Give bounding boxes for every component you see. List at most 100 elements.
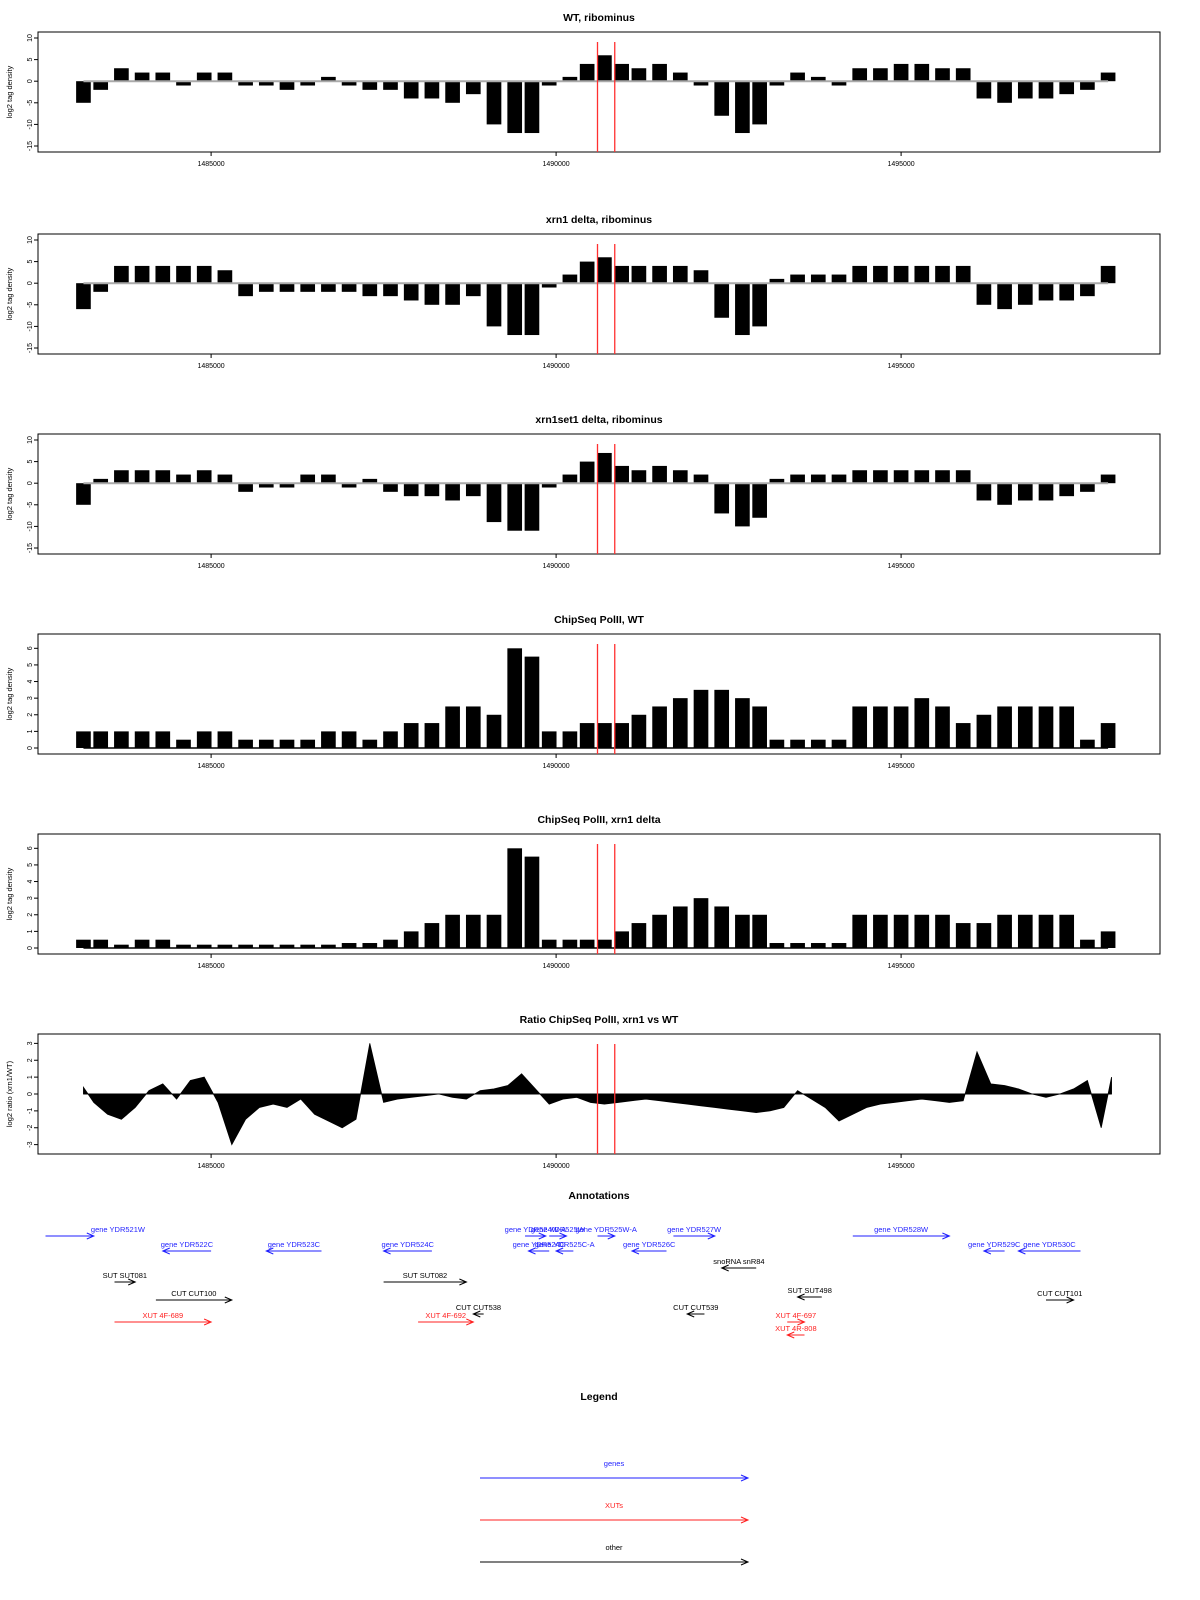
data-bar xyxy=(362,739,378,748)
data-bar xyxy=(383,483,398,492)
data-bar xyxy=(238,739,253,748)
y-tick-label: -15 xyxy=(27,543,34,553)
data-bar xyxy=(1059,283,1075,301)
x-tick-label: 1485000 xyxy=(197,363,224,370)
data-bar xyxy=(362,81,378,90)
data-bar xyxy=(562,939,578,948)
y-tick-label: 0 xyxy=(27,79,34,83)
feature-arrowhead xyxy=(265,1247,274,1255)
data-bar xyxy=(114,944,129,948)
data-bar xyxy=(935,68,950,82)
data-bar xyxy=(1100,931,1116,948)
data-bar xyxy=(873,914,888,948)
data-bar xyxy=(424,483,440,497)
data-bar xyxy=(321,283,336,292)
data-bar xyxy=(1080,283,1095,297)
data-bar xyxy=(279,81,295,90)
data-bar xyxy=(238,944,253,948)
y-axis-label: log2 tag density xyxy=(5,65,14,118)
data-bar xyxy=(714,483,730,514)
data-bar xyxy=(362,943,378,948)
data-bar xyxy=(652,63,667,82)
annotation-feature: gene YDR522C xyxy=(161,1240,214,1255)
data-bar xyxy=(76,81,91,103)
data-bar xyxy=(217,474,233,484)
data-bar xyxy=(383,81,398,90)
y-tick-label: 10 xyxy=(27,236,34,244)
data-bar xyxy=(445,706,460,748)
x-tick-label: 1485000 xyxy=(197,161,224,168)
data-bar xyxy=(693,81,709,86)
data-bar xyxy=(810,739,826,748)
data-bar xyxy=(752,81,767,125)
data-bar xyxy=(541,731,557,748)
track-5: ChipSeq PolII, xrn1 delta 0 1 2 3 4 5 6 log2 tag… xyxy=(5,814,1161,970)
data-bar xyxy=(1059,483,1075,497)
data-bar xyxy=(735,483,750,527)
data-bar xyxy=(403,931,419,948)
data-bar xyxy=(383,283,398,297)
feature-arrowhead xyxy=(1017,1247,1026,1255)
data-bar xyxy=(76,483,91,505)
data-bar xyxy=(810,274,826,284)
plot-frame xyxy=(37,233,1161,355)
data-bar xyxy=(831,739,847,748)
data-bar xyxy=(693,898,709,948)
data-bar xyxy=(790,739,805,748)
x-tick-label: 1490000 xyxy=(542,363,569,370)
feature-label: SUT SUT498 xyxy=(787,1286,831,1295)
legend-item-arrowhead xyxy=(740,1558,750,1566)
y-tick-label: 2 xyxy=(27,1058,34,1062)
x-tick-label: 1495000 xyxy=(887,963,914,970)
y-axis-label: log2 tag density xyxy=(5,667,14,720)
feature-arrowhead xyxy=(554,1247,564,1255)
annotation-feature: gene YDR525W-A xyxy=(575,1225,637,1240)
data-bar xyxy=(114,470,129,484)
feature-label: gene YDR529C xyxy=(968,1240,1021,1249)
feature-label: gene YDR525C-A xyxy=(535,1240,595,1249)
data-bar xyxy=(914,914,930,948)
feature-label: XUT 4F-692 xyxy=(425,1311,466,1320)
data-bar xyxy=(714,906,730,948)
data-bar xyxy=(114,265,129,284)
track-title: ChipSeq PolII, xrn1 delta xyxy=(537,814,660,826)
data-bar xyxy=(507,848,523,948)
annotations-title: Annotations xyxy=(568,1190,629,1202)
data-bar xyxy=(341,81,357,86)
annotation-feature: XUT 4F-697 xyxy=(776,1311,816,1326)
data-bar xyxy=(935,470,950,484)
data-bar xyxy=(1100,474,1116,484)
y-axis-label: log2 tag density xyxy=(5,867,14,920)
data-bar xyxy=(486,914,502,948)
plot-frame xyxy=(37,31,1161,153)
data-bar xyxy=(997,483,1012,505)
data-bar xyxy=(914,698,930,748)
y-tick-label: 1 xyxy=(27,1075,34,1079)
y-axis-label: log2 tag density xyxy=(5,467,14,520)
feature-label: CUT CUT101 xyxy=(1037,1289,1082,1298)
data-bar xyxy=(955,470,971,484)
y-tick-label: 4 xyxy=(27,879,34,883)
data-bar xyxy=(614,723,629,748)
data-bar xyxy=(424,283,440,305)
x-tick-label: 1485000 xyxy=(197,763,224,770)
data-bar xyxy=(465,283,481,297)
feature-arrowhead xyxy=(707,1232,717,1240)
data-bar xyxy=(997,283,1012,310)
data-bar xyxy=(445,81,460,103)
feature-label: gene YDR525W-A xyxy=(575,1225,636,1234)
feature-arrowhead xyxy=(224,1296,234,1304)
y-tick-label: 6 xyxy=(27,846,34,850)
data-bar xyxy=(672,265,688,284)
feature-arrowhead xyxy=(128,1278,137,1286)
track-title: xrn1set1 delta, ribominus xyxy=(535,414,662,426)
data-bar xyxy=(831,474,847,484)
data-bar xyxy=(465,914,481,948)
plot-frame xyxy=(37,633,1161,755)
feature-arrowhead xyxy=(685,1310,695,1318)
data-bar xyxy=(321,474,336,484)
track-title: Ratio ChipSeq PolII, xrn1 vs WT xyxy=(520,1014,679,1026)
data-bar xyxy=(445,483,460,501)
data-bar xyxy=(810,943,826,948)
